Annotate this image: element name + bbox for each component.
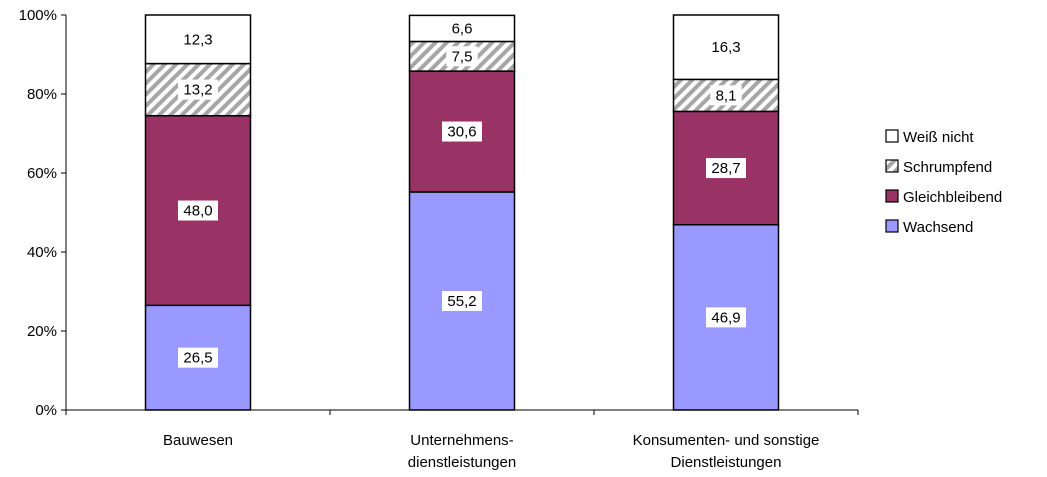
data-label: 28,7	[711, 160, 740, 177]
chart-bars	[144, 14, 780, 411]
data-label: 13,2	[183, 82, 212, 99]
data-label: 48,0	[183, 203, 212, 220]
y-tick-label: 20%	[27, 323, 57, 340]
data-label-background	[442, 121, 482, 142]
data-label-background	[710, 85, 742, 106]
data-label-background	[178, 347, 218, 368]
x-tick-label: Bauwesen	[163, 432, 233, 449]
legend-swatch	[885, 129, 899, 143]
x-tick-label: Konsumenten- und sonstige Dienstleistunge…	[633, 432, 820, 471]
chart-legend: Weiß nicht Schrumpfend Gleichbleibend Wachs…	[885, 129, 1002, 236]
data-label: 26,5	[183, 350, 212, 367]
legend-label: Weiß nicht	[903, 129, 974, 146]
data-label-background	[178, 200, 218, 221]
data-label-background	[706, 307, 746, 328]
data-label-background	[446, 18, 478, 39]
data-label: 30,6	[447, 124, 476, 141]
data-label-background	[442, 290, 482, 311]
legend-label: Schrumpfend	[903, 159, 992, 176]
bar-segment-wachsend	[144, 304, 252, 411]
legend-swatch	[885, 189, 899, 203]
x-tick-label: Unternehmens-dienstleistungen	[408, 432, 516, 471]
data-label: 6,6	[452, 20, 473, 37]
y-tick-label: 40%	[27, 244, 57, 261]
data-label: 16,3	[711, 39, 740, 56]
data-label: 8,1	[716, 87, 737, 104]
legend-label: Wachsend	[903, 219, 973, 236]
y-tick-label: 80%	[27, 86, 57, 103]
data-label-background	[446, 46, 478, 67]
data-label: 46,9	[711, 309, 740, 326]
data-label: 55,2	[447, 293, 476, 310]
data-label-background	[706, 37, 746, 58]
data-label-background	[706, 158, 746, 179]
y-tick-label: 100%	[19, 7, 57, 24]
legend-label: Gleichbleibend	[903, 189, 1002, 206]
data-label-background	[178, 79, 218, 100]
chart-axes: 0% 20% 40% 60% 80% 100% Bauwesen Unternehmens-d…	[19, 7, 859, 471]
data-label: 7,5	[452, 48, 473, 65]
legend-swatch	[885, 159, 899, 173]
data-label: 12,3	[183, 31, 212, 48]
y-tick-label: 60%	[27, 165, 57, 182]
y-tick-label: 0%	[35, 402, 57, 419]
chart-data-labels: 26,5 48,0 13,2 12,3 55,2 30,6 7,5 6,6 46,9 28,7 8,…	[178, 18, 746, 368]
legend-swatch	[885, 219, 899, 233]
data-label-background	[178, 29, 218, 50]
